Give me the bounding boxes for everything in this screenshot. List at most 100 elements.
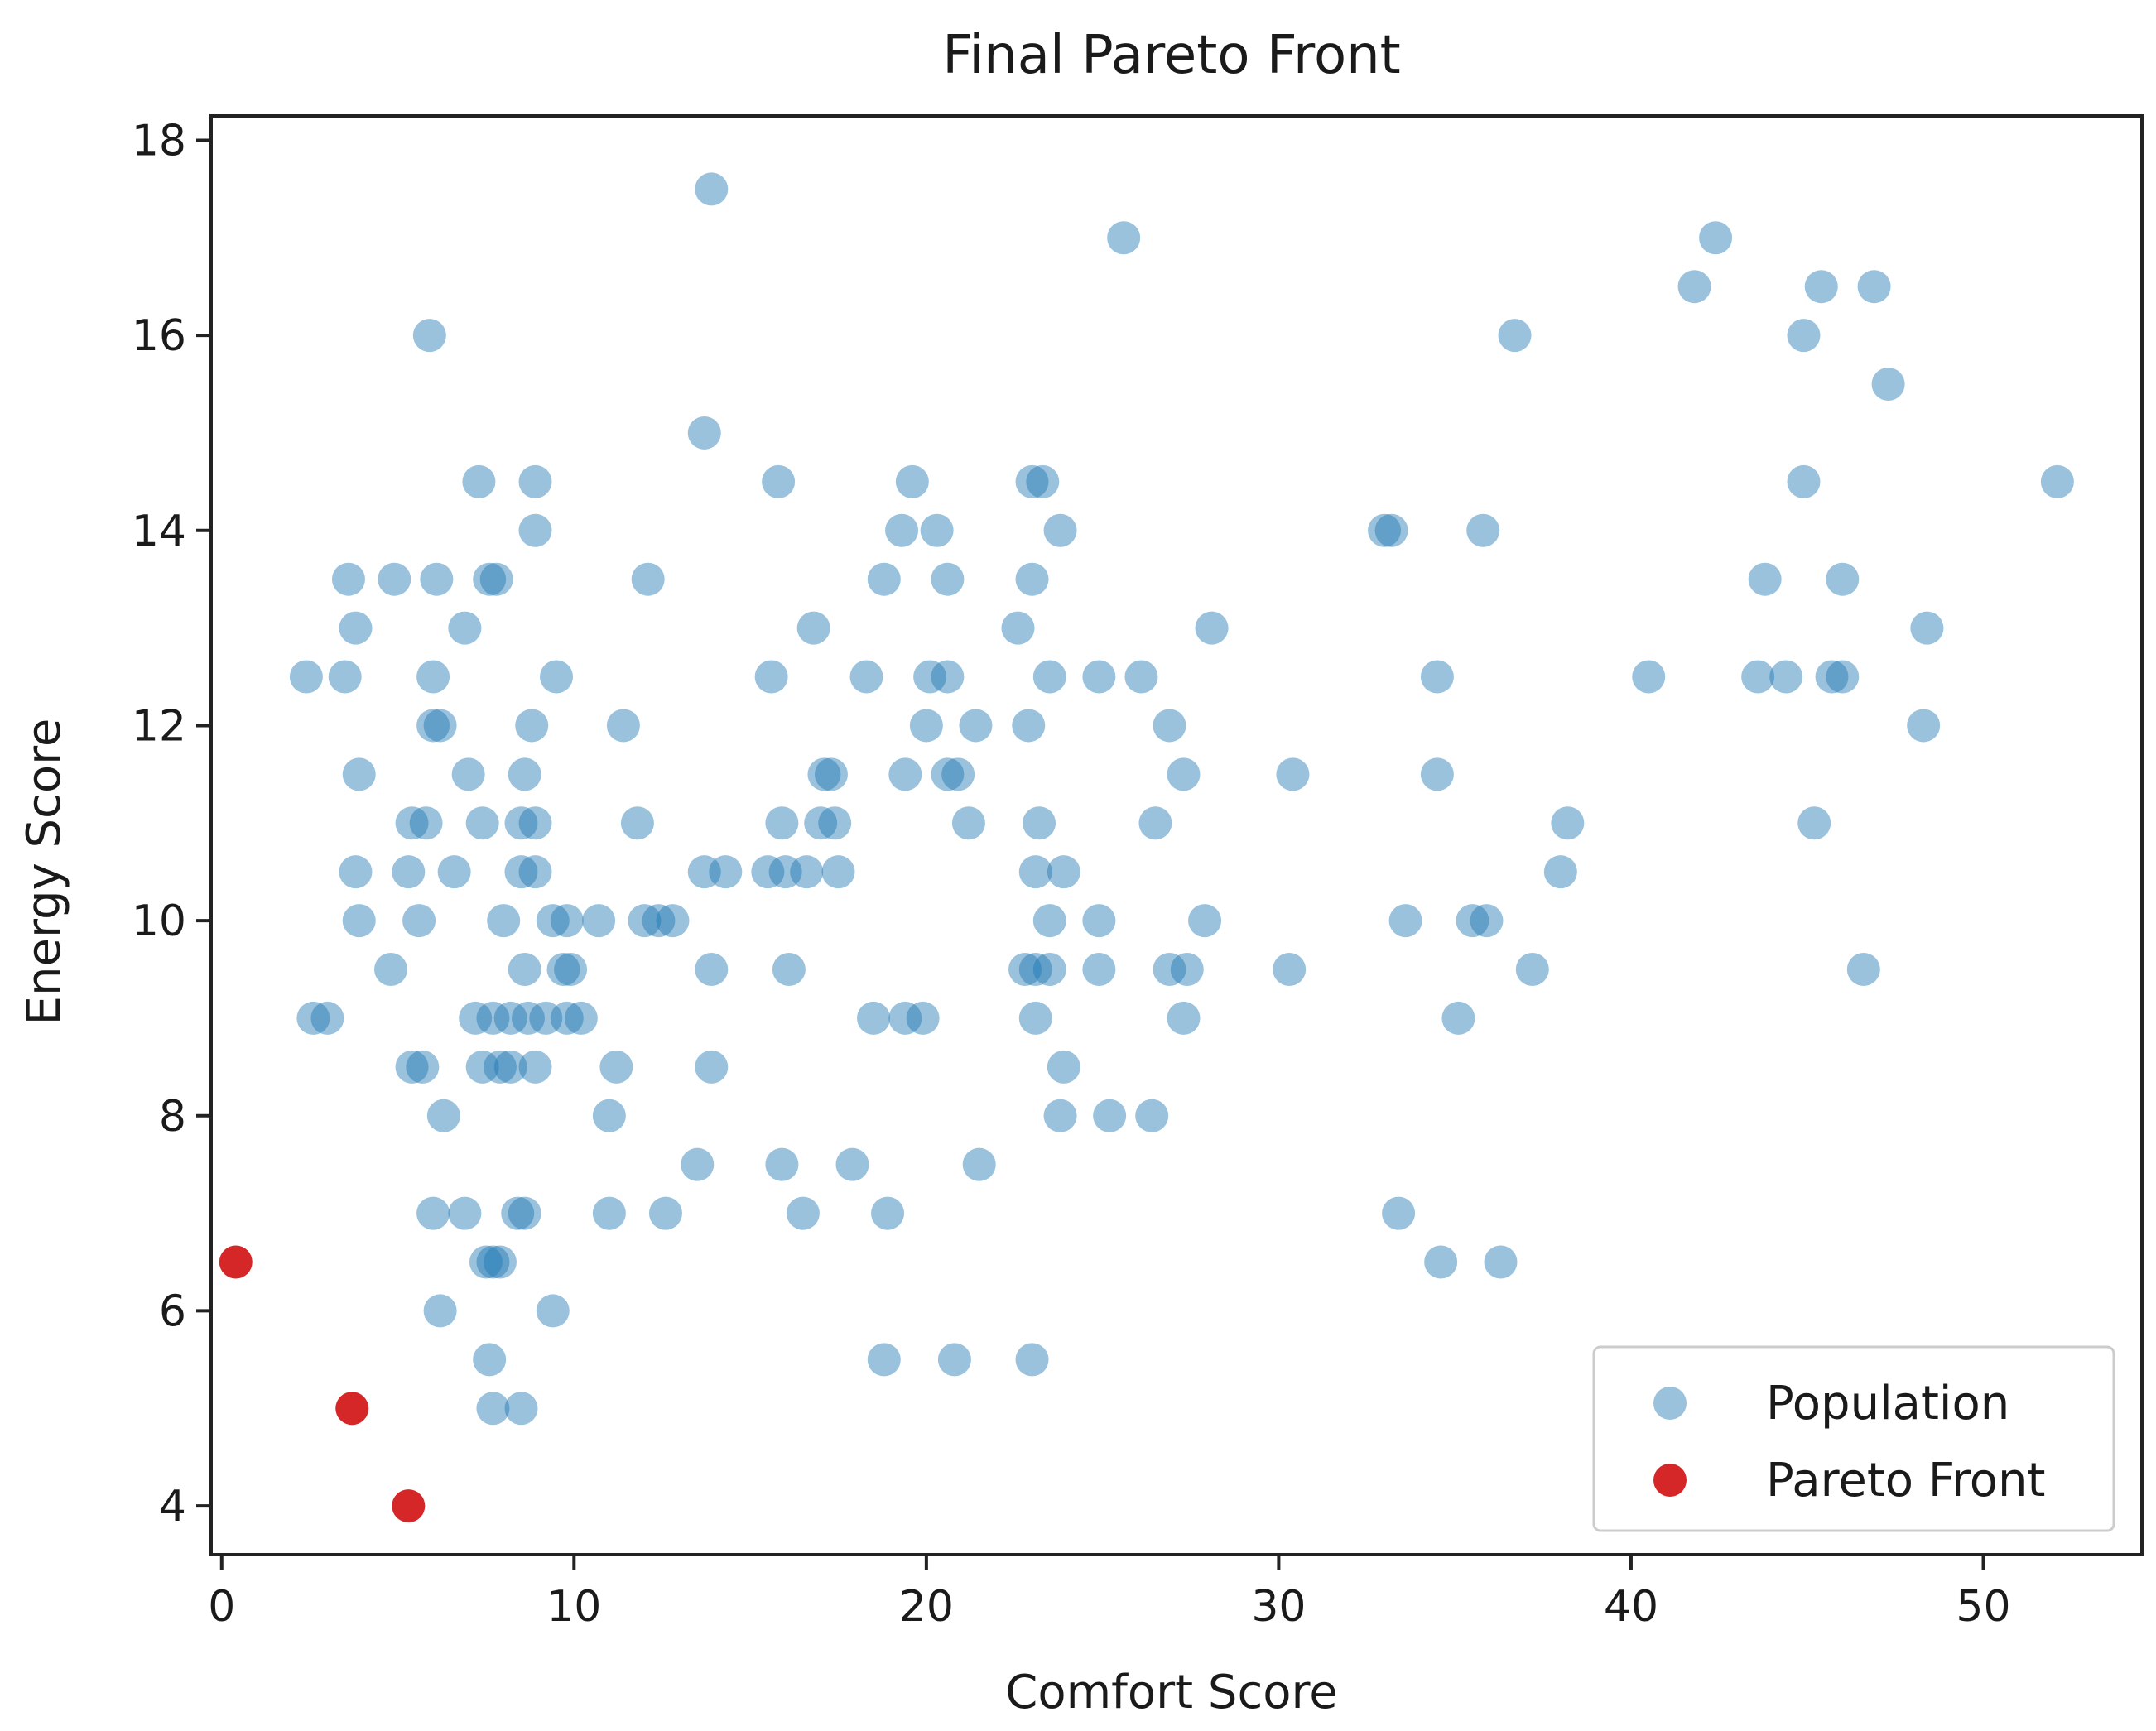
population-point — [867, 1343, 901, 1377]
population-point — [1815, 660, 1849, 694]
population-point — [1741, 660, 1775, 694]
data-points — [219, 172, 2074, 1523]
population-point — [941, 757, 975, 791]
population-point — [395, 1050, 429, 1084]
population-point — [1466, 513, 1500, 547]
population-point — [695, 172, 729, 206]
population-point — [709, 855, 743, 889]
population-point — [606, 709, 640, 743]
population-point — [564, 1001, 598, 1035]
population-point — [546, 953, 580, 987]
population-point — [511, 1001, 545, 1035]
population-point — [342, 757, 376, 791]
population-point — [483, 1050, 517, 1084]
population-point — [554, 953, 588, 987]
axis-ticks: 0 10 20 30 40 50 4 6 8 10 12 14 16 18 — [132, 116, 2011, 1632]
population-point — [1093, 1099, 1127, 1132]
population-point — [328, 660, 362, 694]
population-point — [951, 806, 985, 840]
population-point — [1441, 1001, 1475, 1035]
population-point — [518, 464, 552, 498]
population-point — [339, 855, 373, 889]
population-point — [310, 1001, 344, 1035]
population-point — [1043, 1099, 1077, 1132]
population-point — [529, 1001, 563, 1035]
population-point — [508, 953, 541, 987]
population-point — [937, 1343, 971, 1377]
plot-frame — [209, 114, 2144, 1556]
population-point — [920, 513, 954, 547]
population-point — [931, 562, 965, 596]
population-point — [796, 611, 830, 645]
population-point — [476, 1001, 510, 1035]
population-point — [1543, 855, 1577, 889]
x-tick-label: 30 — [1251, 1582, 1306, 1632]
population-point — [1787, 464, 1821, 498]
population-point — [592, 1099, 626, 1132]
population-point — [1018, 855, 1052, 889]
population-point — [1748, 562, 1782, 596]
population-point — [1167, 757, 1201, 791]
population-point — [1082, 953, 1116, 987]
population-point — [592, 1196, 626, 1230]
population-point — [1787, 319, 1821, 353]
x-tick-label: 20 — [899, 1582, 954, 1632]
population-point — [395, 806, 429, 840]
population-point — [1170, 953, 1204, 987]
population-point — [493, 1001, 527, 1035]
population-point — [476, 1245, 510, 1279]
y-axis-label: Energy Score — [17, 719, 71, 1026]
population-point — [483, 1245, 517, 1279]
population-point — [412, 319, 446, 353]
population-point — [1420, 757, 1454, 791]
population-point — [465, 806, 499, 840]
population-point — [1032, 904, 1066, 938]
population-point — [409, 806, 443, 840]
population-point — [416, 709, 450, 743]
population-point — [1368, 513, 1402, 547]
population-point — [931, 757, 965, 791]
pareto-front-point — [392, 1489, 426, 1523]
population-point — [1769, 660, 1803, 694]
population-point — [420, 562, 454, 596]
population-point — [550, 904, 584, 938]
population-point — [515, 709, 549, 743]
population-point — [895, 464, 929, 498]
pareto-front-point — [219, 1245, 253, 1279]
population-point — [628, 904, 662, 938]
population-point — [754, 660, 788, 694]
population-point — [448, 611, 482, 645]
legend: Population Pareto Front — [1592, 1345, 2115, 1532]
population-point — [695, 1050, 729, 1084]
population-point — [599, 1050, 633, 1084]
x-tick-label: 50 — [1956, 1582, 2010, 1632]
population-point — [493, 1050, 527, 1084]
population-point — [765, 806, 799, 840]
population-point — [857, 1001, 891, 1035]
population-point — [1153, 709, 1186, 743]
population-point — [1910, 611, 1944, 645]
population-point — [807, 757, 841, 791]
population-point — [508, 1196, 541, 1230]
population-point — [821, 855, 855, 889]
population-point — [1677, 270, 1711, 304]
population-point — [1107, 221, 1141, 255]
population-point — [962, 1147, 996, 1181]
population-point — [1826, 660, 1860, 694]
population-point — [835, 1147, 869, 1181]
population-point — [416, 660, 450, 694]
population-point — [814, 757, 848, 791]
population-point — [906, 1001, 940, 1035]
population-point — [1135, 1099, 1169, 1132]
legend-label-pareto-front: Pareto Front — [1766, 1454, 2045, 1507]
population-point — [1047, 1050, 1080, 1084]
population-point — [1043, 513, 1077, 547]
population-point — [423, 709, 457, 743]
population-point — [1276, 757, 1310, 791]
population-point — [1907, 709, 1941, 743]
population-point — [1871, 368, 1905, 401]
population-point — [582, 904, 616, 938]
population-point — [459, 1001, 493, 1035]
population-point — [687, 416, 721, 450]
x-tick-label: 0 — [208, 1582, 235, 1632]
